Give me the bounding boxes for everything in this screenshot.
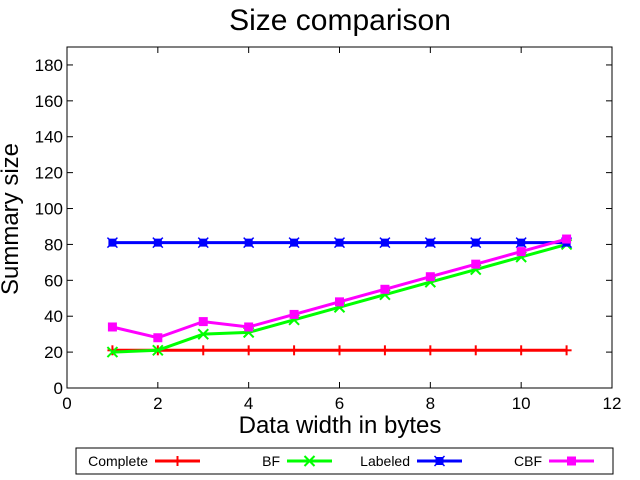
data-point bbox=[425, 345, 436, 356]
data-point bbox=[243, 237, 255, 249]
data-point bbox=[562, 234, 572, 244]
data-point bbox=[288, 237, 300, 249]
data-point bbox=[424, 237, 436, 249]
data-point bbox=[516, 345, 527, 356]
y-tick-label: 120 bbox=[35, 164, 63, 183]
data-point bbox=[198, 317, 208, 327]
data-point bbox=[335, 297, 344, 307]
y-tick-label: 160 bbox=[35, 92, 63, 111]
legend-label: CBF bbox=[514, 453, 542, 469]
legend-item-bf: BF bbox=[262, 453, 332, 469]
x-tick-label: 10 bbox=[512, 394, 531, 413]
data-point bbox=[380, 284, 390, 294]
data-point bbox=[333, 237, 346, 249]
data-point bbox=[106, 237, 118, 249]
data-point bbox=[153, 333, 163, 343]
y-tick-label: 100 bbox=[35, 200, 63, 219]
data-point bbox=[152, 237, 164, 249]
data-point bbox=[289, 345, 300, 356]
y-tick-label: 20 bbox=[44, 343, 63, 362]
legend-marker bbox=[567, 456, 576, 466]
data-point bbox=[152, 344, 164, 357]
x-tick-label: 8 bbox=[426, 394, 435, 413]
data-point bbox=[379, 237, 391, 249]
legend: Complete BF Labeled CBF bbox=[75, 447, 614, 475]
y-tick-label: 40 bbox=[44, 307, 63, 326]
data-point bbox=[379, 345, 390, 356]
x-tick-label: 4 bbox=[244, 394, 253, 413]
series-cbf bbox=[107, 234, 572, 343]
x-tick-label: 6 bbox=[335, 394, 344, 413]
data-point bbox=[515, 237, 527, 249]
x-axis-label: Data width in bytes bbox=[239, 412, 442, 439]
legend-marker bbox=[172, 456, 183, 466]
chart-title: Size comparison bbox=[229, 4, 451, 37]
legend-item-cbf: CBF bbox=[514, 453, 594, 469]
data-point bbox=[289, 309, 299, 319]
y-tick-label: 60 bbox=[44, 271, 63, 290]
series-layer bbox=[106, 234, 573, 358]
legend-marker bbox=[433, 455, 446, 467]
y-tick-label: 0 bbox=[54, 379, 63, 398]
data-point bbox=[470, 237, 482, 249]
x-tick-label: 2 bbox=[153, 394, 162, 413]
data-point bbox=[198, 345, 209, 356]
data-point bbox=[471, 259, 481, 269]
data-point bbox=[516, 247, 526, 257]
data-point bbox=[243, 345, 254, 356]
data-point bbox=[334, 345, 345, 356]
data-point bbox=[561, 345, 572, 356]
data-point bbox=[197, 328, 209, 340]
legend-item-complete: Complete bbox=[88, 453, 200, 469]
series-line bbox=[112, 237, 567, 340]
series-complete bbox=[107, 345, 572, 356]
x-tick-label: 0 bbox=[62, 394, 71, 413]
legend-item-labeled: Labeled bbox=[360, 453, 462, 469]
data-point bbox=[197, 237, 209, 249]
data-point bbox=[107, 345, 118, 356]
series-bf bbox=[106, 238, 573, 358]
legend-label: BF bbox=[262, 453, 280, 469]
data-point bbox=[425, 272, 435, 282]
legend-label: Complete bbox=[88, 453, 148, 469]
data-point bbox=[244, 322, 254, 332]
y-tick-label: 180 bbox=[35, 56, 63, 75]
x-tick-label: 12 bbox=[603, 394, 622, 413]
y-tick-label: 140 bbox=[35, 128, 63, 147]
data-point bbox=[106, 346, 119, 358]
data-point bbox=[107, 322, 117, 332]
y-tick-label: 80 bbox=[44, 235, 63, 254]
legend-label: Labeled bbox=[360, 453, 410, 469]
series-labeled bbox=[106, 237, 573, 249]
legend-marker bbox=[303, 455, 316, 467]
data-point bbox=[470, 345, 481, 356]
y-axis-label: Summary size bbox=[0, 143, 24, 295]
